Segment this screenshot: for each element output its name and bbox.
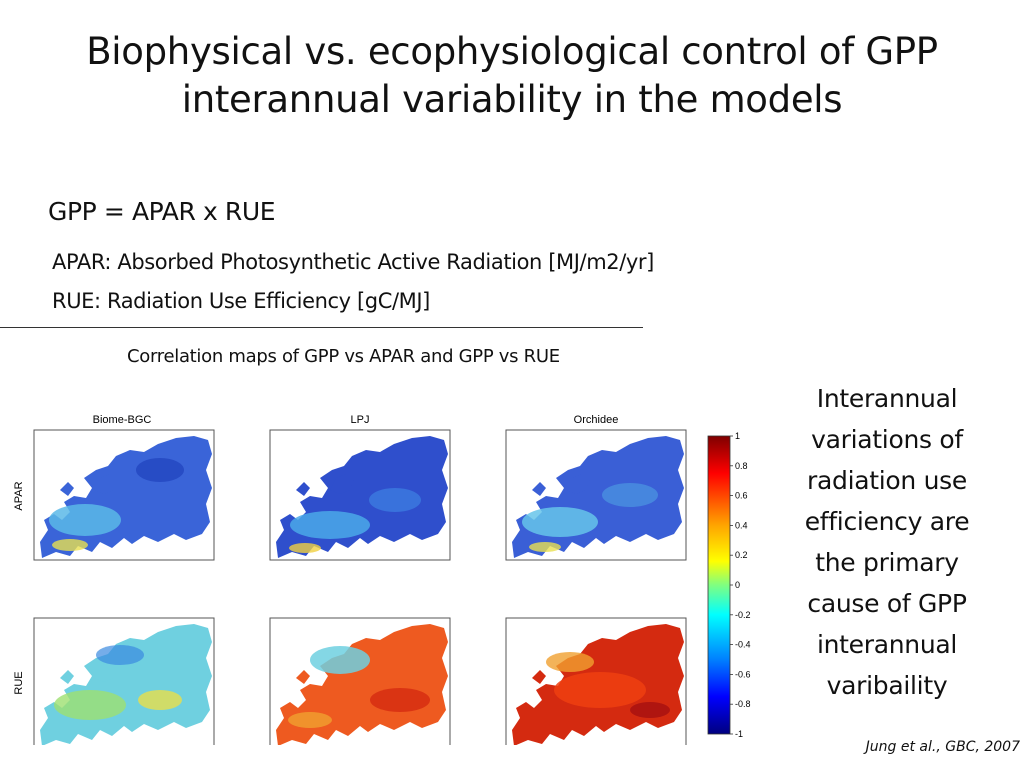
conclusion-text: Interannual variations of radiation use … xyxy=(804,384,970,700)
row-label-rue: RUE xyxy=(13,671,25,694)
map-rue-orchidee xyxy=(505,617,687,745)
colorbar-tick-label: 0.4 xyxy=(735,520,748,530)
colorbar-tick-label: -0.4 xyxy=(735,640,751,650)
title-line-2: interannual variability in the models xyxy=(181,78,843,121)
model-label-orchidee: Orchidee xyxy=(574,414,619,426)
rue-definition: RUE: Radiation Use Efficiency [gC/MJ] xyxy=(52,289,430,313)
colorbar-tick-label: -0.8 xyxy=(735,699,751,709)
correlation-maps-figure: Biome-BGC LPJ Orchidee APAR RUE xyxy=(13,414,751,745)
citation: Jung et al., GBC, 2007 xyxy=(865,739,1020,755)
map-apar-lpj xyxy=(269,429,451,561)
colorbar: 1 0.8 0.6 0.4 0.2 0 -0.2 -0.4 -0.6 -0.8 -1 xyxy=(707,431,751,739)
model-label-biome-bgc: Biome-BGC xyxy=(93,414,152,426)
apar-definition: APAR: Absorbed Photosynthetic Active Rad… xyxy=(52,250,654,274)
colorbar-tick-label: 0.2 xyxy=(735,550,748,560)
row-label-apar: APAR xyxy=(13,481,25,510)
map-rue-biome-bgc xyxy=(33,617,215,745)
slide-title: Biophysical vs. ecophysiological control… xyxy=(40,28,984,124)
map-apar-orchidee xyxy=(505,429,687,561)
colorbar-tick-label: -1 xyxy=(735,729,743,739)
figure-caption: Correlation maps of GPP vs APAR and GPP … xyxy=(127,346,560,367)
title-line-1: Biophysical vs. ecophysiological control… xyxy=(86,30,938,73)
colorbar-tick-label: 0 xyxy=(735,580,740,590)
model-label-lpj: LPJ xyxy=(351,414,370,426)
colorbar-tick-label: -0.6 xyxy=(735,669,751,679)
map-rue-lpj xyxy=(269,617,451,745)
colorbar-tick-label: -0.2 xyxy=(735,610,751,620)
colorbar-tick-label: 0.8 xyxy=(735,461,748,471)
gpp-equation: GPP = APAR x RUE xyxy=(48,197,276,226)
map-apar-biome-bgc xyxy=(33,429,215,561)
colorbar-tick-label: 1 xyxy=(735,431,740,441)
divider-line xyxy=(0,327,643,328)
colorbar-tick-label: 0.6 xyxy=(735,491,748,501)
